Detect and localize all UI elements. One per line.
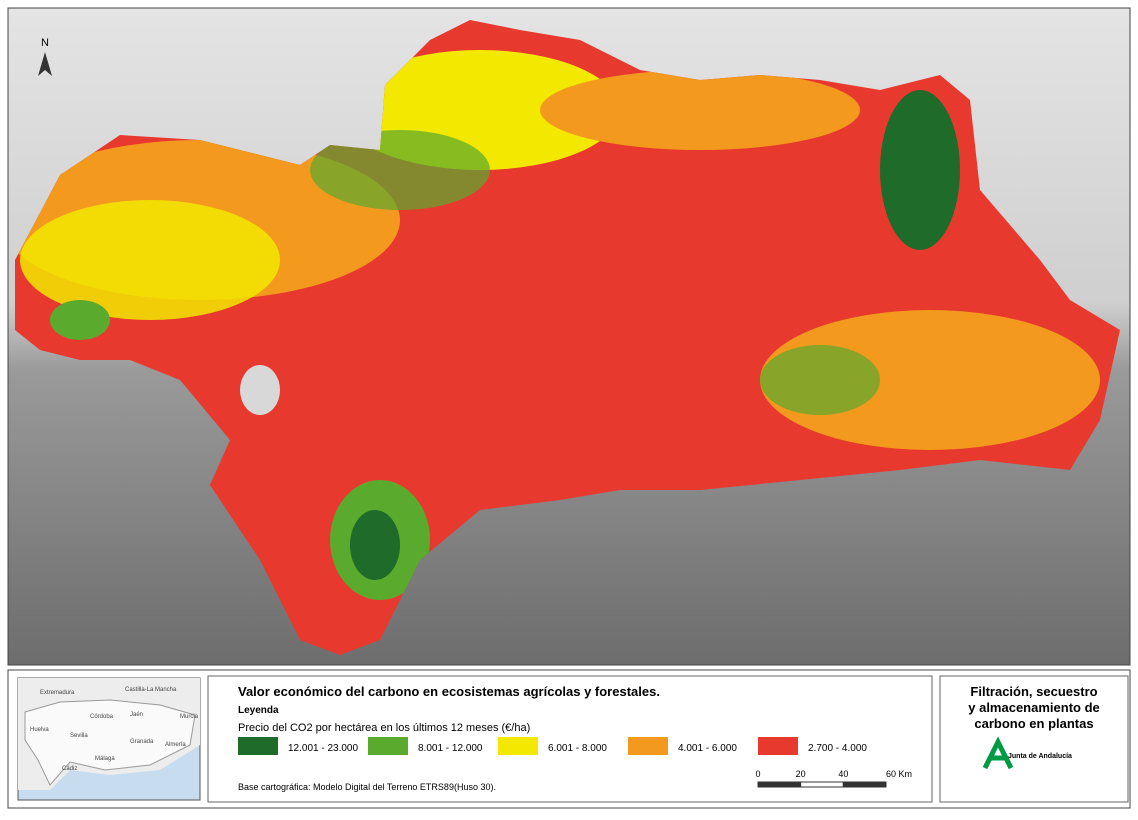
inset-label: Castilla-La Mancha [125, 687, 177, 693]
legend-subtitle: Precio del CO2 por hectárea en los últim… [238, 722, 530, 734]
zone [50, 300, 110, 340]
logo-text: Junta de Andalucía [1008, 753, 1072, 760]
inset-map [17, 677, 201, 801]
legend-label: 6.001 - 8.000 [548, 743, 607, 754]
zone [350, 510, 400, 580]
source-note: Base cartográfica: Modelo Digital del Te… [238, 782, 496, 792]
legend-swatch [238, 737, 278, 755]
legend-swatch [628, 737, 668, 755]
scale-bar: 0 20 40 60 Km [755, 769, 912, 788]
brand-heading-line: Filtración, secuestro [970, 684, 1097, 699]
north-arrow: N [38, 37, 52, 76]
legend-items: 12.001 - 23.000 8.001 - 12.000 6.001 - 8.0… [238, 737, 867, 755]
inset-label: Murcia [180, 714, 199, 720]
legend-swatch [498, 737, 538, 755]
inset-label: Huelva [30, 727, 49, 733]
zone [540, 70, 860, 150]
scale-segment [757, 781, 802, 788]
scale-label: 0 [755, 769, 760, 779]
inset-label: Almería [165, 742, 186, 748]
scale-label: 60 Km [886, 769, 912, 779]
legend-heading: Leyenda [238, 705, 279, 716]
scale-segment [842, 781, 887, 788]
legend-label: 2.700 - 4.000 [808, 743, 867, 754]
logo-mark [982, 736, 1014, 770]
inset-labels: Extremadura Castilla-La Mancha Córdoba Jaén… [30, 687, 199, 772]
brand-heading-line: y almacenamiento de [968, 700, 1100, 715]
zone [760, 310, 1100, 450]
zone [240, 365, 280, 415]
brand-box [939, 675, 1129, 803]
inset-label: Extremadura [40, 690, 75, 696]
inset-label: Sevilla [70, 733, 88, 739]
inset-label: Córdoba [90, 714, 114, 720]
north-label: N [41, 37, 49, 49]
legend-swatch [758, 737, 798, 755]
zone [310, 130, 490, 210]
inset-label: Málaga [95, 756, 115, 762]
brand-heading-line: carbono en plantas [974, 716, 1093, 731]
zone [880, 90, 960, 250]
legend-label: 8.001 - 12.000 [418, 743, 483, 754]
brand-heading: Filtración, secuestro y almacenamiento de… [968, 684, 1100, 731]
legend-label: 12.001 - 23.000 [288, 743, 358, 754]
scale-segment [800, 781, 844, 788]
inset-label: Granada [130, 739, 154, 745]
scale-label: 40 [838, 769, 848, 779]
zone [20, 200, 280, 320]
inset-region [24, 699, 196, 786]
legend-box [207, 675, 933, 803]
inset-label: Cádiz [62, 766, 77, 772]
north-arrow-shape [38, 52, 52, 76]
legend-label: 4.001 - 6.000 [678, 743, 737, 754]
legend-title: Valor económico del carbono en ecosistem… [238, 684, 660, 699]
scale-label: 20 [796, 769, 806, 779]
legend-swatch [368, 737, 408, 755]
zone [760, 345, 880, 415]
inset-label: Jaén [130, 712, 143, 718]
